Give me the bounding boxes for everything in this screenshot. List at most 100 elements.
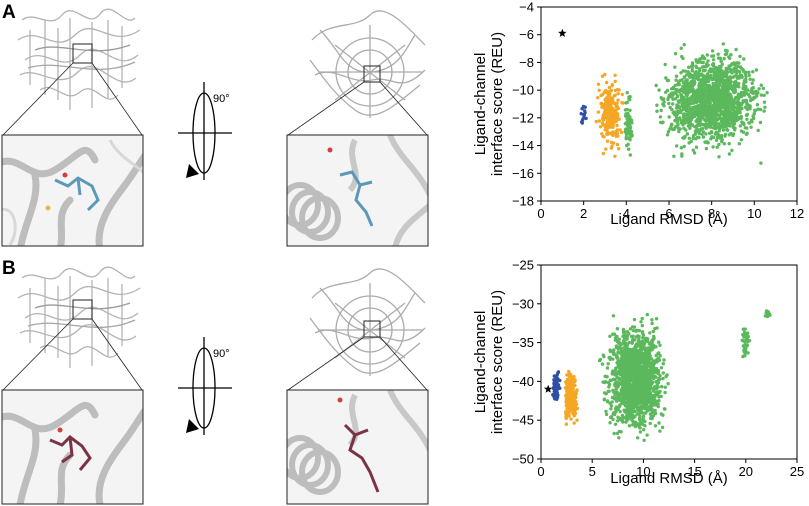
data-point [625, 333, 630, 338]
data-point [615, 390, 619, 395]
data-point [664, 76, 668, 80]
data-point [603, 128, 607, 132]
data-point [580, 107, 584, 111]
data-point [618, 404, 622, 408]
data-point [613, 102, 617, 106]
y-tick-label: −4 [519, 0, 534, 15]
data-point [745, 126, 749, 130]
data-point [604, 122, 608, 127]
data-point [653, 411, 658, 416]
data-point [672, 127, 676, 132]
data-point [708, 101, 712, 105]
data-point [619, 398, 623, 403]
data-point [665, 88, 670, 93]
data-point [715, 145, 719, 149]
data-point [605, 375, 609, 379]
data-point [619, 130, 624, 135]
rotation-label-b: 90° [213, 348, 230, 360]
data-point [720, 88, 724, 92]
data-point [659, 96, 663, 100]
data-point [613, 93, 617, 97]
data-point [731, 111, 735, 116]
data-point [688, 101, 693, 106]
data-point [735, 61, 739, 65]
data-point [697, 59, 701, 63]
data-point [625, 337, 629, 341]
data-point [637, 373, 641, 377]
data-point [707, 125, 711, 129]
data-point [606, 362, 610, 366]
data-point [615, 431, 620, 435]
data-point [603, 106, 607, 111]
data-point [652, 385, 657, 389]
data-point [745, 112, 749, 117]
data-point [606, 381, 611, 385]
data-point [744, 77, 748, 82]
data-point [618, 365, 622, 369]
data-point [615, 327, 620, 331]
data-point [683, 69, 688, 73]
data-point [638, 430, 643, 434]
data-point [704, 65, 708, 69]
data-point [629, 357, 633, 361]
scatter-plot-a: −18 −16 −14 −12 −10 −8 −6 −4 0 2 4 6 8 10 12 Ligand R… [472, 0, 804, 228]
data-point [674, 91, 678, 95]
data-point [609, 404, 614, 408]
y-tick-label: −50 [512, 452, 534, 467]
data-point [696, 112, 701, 116]
data-point [629, 389, 634, 394]
data-point [743, 348, 748, 352]
data-point [641, 379, 645, 384]
data-point [663, 407, 667, 411]
data-point [676, 83, 680, 87]
data-point [710, 49, 715, 53]
data-point [719, 136, 724, 140]
data-point [612, 351, 616, 355]
data-point [625, 91, 629, 95]
data-point [637, 334, 641, 339]
zoom-lines-a2 [287, 81, 428, 136]
data-point [624, 343, 628, 348]
y-axis-title-b-line2: interface score (REU) [489, 290, 506, 434]
data-point [625, 143, 629, 148]
data-point [726, 128, 730, 132]
yticks-a: −18 −16 −14 −12 −10 −8 −6 −4 [512, 0, 541, 209]
data-point [704, 75, 708, 80]
data-point [701, 88, 706, 92]
data-point [610, 400, 614, 404]
data-point [679, 71, 683, 75]
data-point [610, 98, 615, 102]
data-point [597, 88, 601, 93]
data-point [639, 382, 643, 386]
data-point [654, 390, 658, 394]
data-point [724, 78, 728, 83]
data-point [682, 117, 687, 122]
data-point [554, 380, 558, 384]
x-tick-label: 12 [790, 206, 804, 221]
data-point [743, 85, 747, 90]
data-point [641, 390, 645, 394]
data-point [632, 317, 637, 322]
data-point [682, 75, 686, 79]
data-point [677, 126, 681, 131]
data-point [615, 87, 620, 92]
data-point [674, 110, 678, 114]
data-point [724, 120, 728, 125]
y-tick-label: −40 [512, 374, 534, 389]
data-point [596, 82, 601, 87]
data-point [643, 348, 648, 353]
zoom-lines-a1 [2, 62, 143, 136]
data-point [737, 96, 741, 101]
data-point [627, 402, 631, 406]
data-point [747, 73, 751, 78]
data-point [695, 130, 700, 134]
data-point [694, 145, 699, 149]
data-point [616, 98, 620, 102]
data-point [642, 438, 646, 442]
data-point [686, 113, 691, 117]
data-point [719, 59, 723, 63]
data-point [704, 146, 709, 151]
data-point [633, 374, 637, 378]
data-point [640, 348, 644, 352]
data-point [625, 113, 629, 118]
